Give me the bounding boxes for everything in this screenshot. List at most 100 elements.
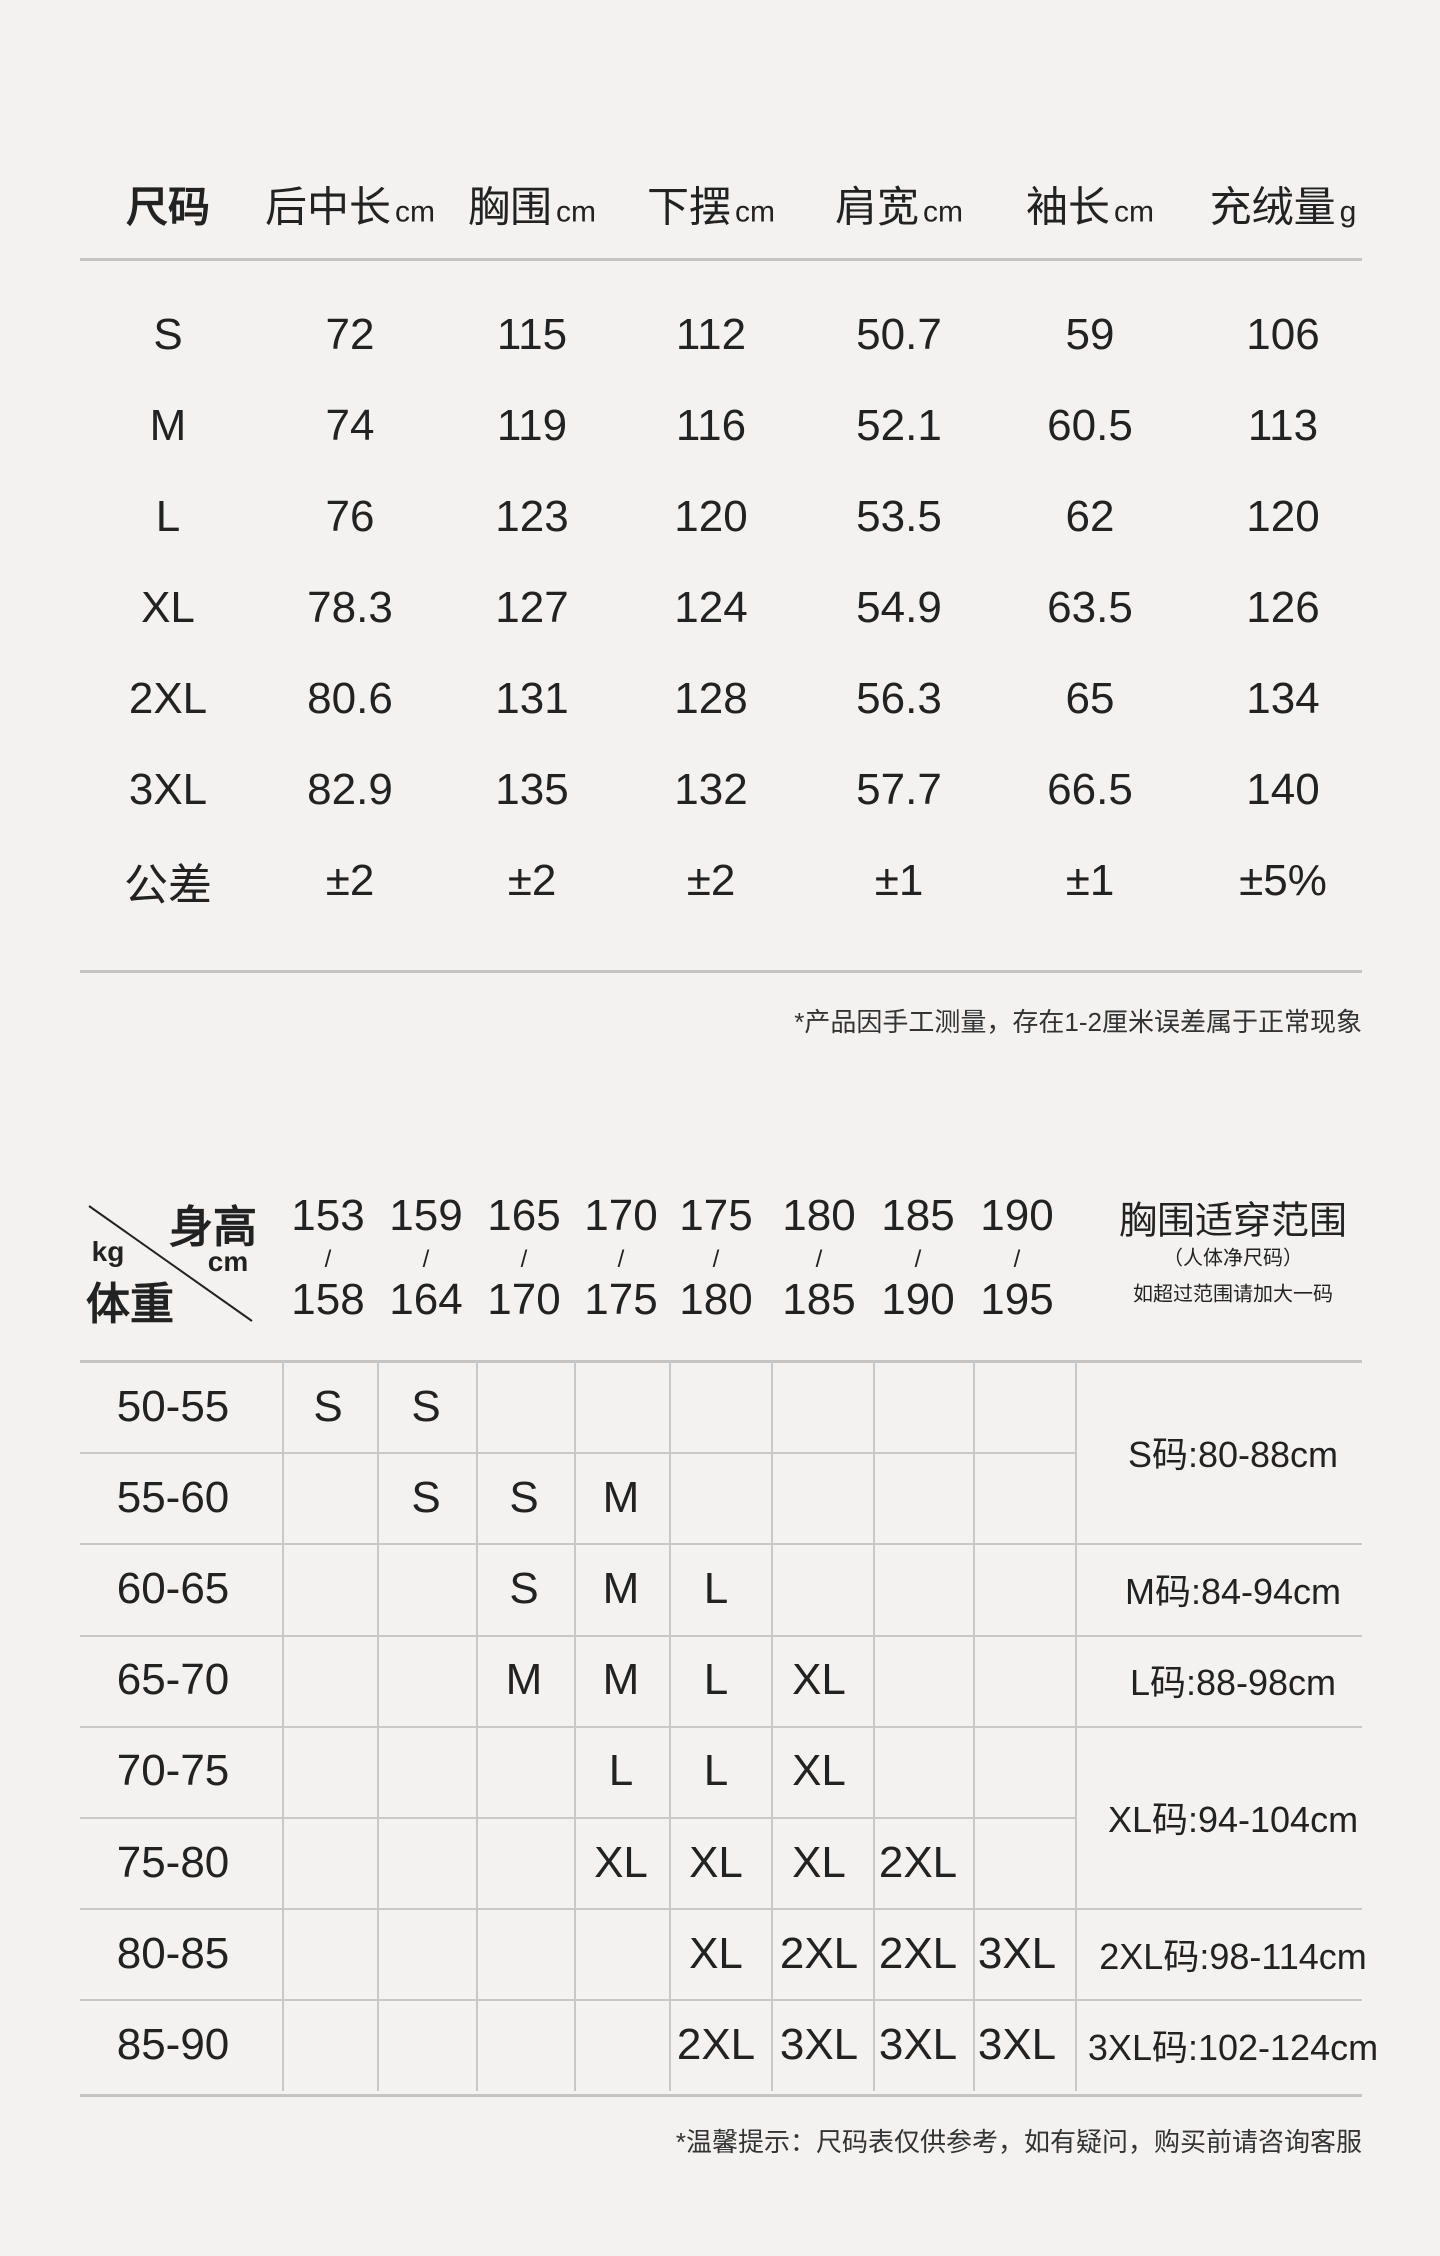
chest-range: XL码:94-104cm [1107, 1799, 1359, 1840]
height-range-from: 159 [389, 1191, 463, 1240]
weight-label: 体重 [86, 1280, 174, 1329]
table-cell: 50.7 [856, 310, 942, 359]
size-label: 公差 [124, 861, 212, 910]
table-cell: 113 [1247, 401, 1319, 450]
recommended-size: S [411, 1381, 441, 1431]
height-range-to: 180 [679, 1275, 753, 1324]
column-header: 肩宽 cm [835, 174, 963, 235]
table-cell: ±1 [874, 856, 924, 905]
table-cell: 135 [495, 765, 569, 814]
size-label: XL [141, 583, 195, 632]
row-divider [80, 1908, 1362, 1911]
height-range-to: 190 [881, 1275, 955, 1324]
table-cell: 123 [495, 492, 569, 541]
table-cell: 119 [496, 401, 568, 450]
height-range-to: 195 [980, 1275, 1054, 1324]
table-cell: ±2 [507, 856, 557, 905]
table-cell: 134 [1246, 674, 1320, 723]
size-label: M [149, 401, 187, 450]
header-divider [80, 258, 1362, 261]
table-cell: 78.3 [307, 583, 393, 632]
recommended-size: L [703, 1655, 729, 1705]
table-top-divider [80, 1360, 1362, 1363]
column-header-label: 胸围 [467, 183, 553, 231]
chest-range: S码:80-88cm [1127, 1434, 1339, 1476]
height-range-separator: / [815, 1246, 823, 1273]
recommended-size: 3XL [977, 2020, 1057, 2069]
column-header: 袖长 cm [1026, 174, 1154, 235]
table-cell: 76 [325, 492, 375, 541]
table-cell: 131 [495, 674, 569, 723]
recommended-size: L [703, 1746, 729, 1796]
size-label: 2XL [128, 674, 208, 723]
table-cell: 116 [675, 401, 747, 450]
table-bottom-divider [80, 970, 1362, 973]
weight-range: 70-75 [116, 1746, 230, 1796]
table-cell: 120 [1246, 492, 1320, 541]
height-range-separator: / [914, 1246, 922, 1273]
table-cell: ±5% [1239, 856, 1327, 905]
height-range-from: 190 [980, 1191, 1054, 1240]
recommended-size: L [703, 1564, 729, 1613]
column-header: 充绒量 g [1210, 174, 1357, 235]
column-divider [476, 1361, 478, 2091]
size-label: 3XL [128, 765, 208, 814]
height-range-from: 180 [782, 1191, 856, 1240]
chest-range: 3XL码:102-124cm [1087, 2027, 1379, 2068]
recommended-size: 3XL [779, 2020, 859, 2069]
column-divider [377, 1361, 379, 2091]
height-range-separator: / [324, 1246, 332, 1273]
recommended-size: XL [792, 1837, 846, 1887]
row-divider [80, 1543, 1362, 1546]
table-cell: ±2 [325, 856, 375, 905]
height-unit: cm [207, 1246, 249, 1277]
recommended-size: 3XL [878, 2020, 958, 2069]
weight-range: 75-80 [116, 1837, 230, 1887]
table-cell: 59 [1065, 310, 1115, 359]
table-cell: 127 [495, 583, 569, 632]
table-cell: ±2 [686, 856, 736, 905]
column-header: 胸围 cm [468, 174, 596, 235]
column-header-label: 尺码 [125, 183, 211, 231]
height-range-from: 153 [291, 1191, 365, 1240]
column-header-label: 肩宽 [834, 183, 920, 231]
column-divider [574, 1361, 576, 2091]
recommended-size: 2XL [779, 1928, 859, 1978]
column-header-label: 后中长 [264, 183, 392, 231]
height-range-separator: / [1013, 1246, 1021, 1273]
chest-range: L码:88-98cm [1129, 1662, 1337, 1704]
table-cell: 112 [675, 310, 747, 359]
weight-range: 60-65 [116, 1564, 230, 1613]
height-range-separator: / [520, 1246, 528, 1273]
height-range-from: 165 [487, 1191, 561, 1240]
column-header: 尺码 [126, 174, 210, 235]
row-divider [80, 1817, 1075, 1819]
weight-range: 65-70 [116, 1655, 230, 1705]
table-cell: 72 [325, 310, 375, 359]
chest-header-subtitle: （人体净尺码） [1163, 1247, 1303, 1270]
weight-range: 50-55 [116, 1381, 230, 1431]
height-range-from: 175 [679, 1191, 753, 1240]
chest-range: 2XL码:98-114cm [1099, 1935, 1367, 1977]
table-cell: 60.5 [1047, 401, 1133, 450]
table-cell: 65 [1065, 674, 1115, 723]
table-cell: 120 [674, 492, 748, 541]
size-label: S [153, 310, 183, 359]
column-divider [282, 1361, 284, 2091]
column-divider [1075, 1361, 1077, 2091]
column-header: 后中长 cm [265, 174, 435, 235]
recommended-size: 2XL [878, 1928, 958, 1978]
height-range-to: 175 [584, 1275, 658, 1324]
height-range-to: 158 [291, 1275, 365, 1324]
height-range-from: 170 [584, 1191, 658, 1240]
height-range-to: 164 [389, 1275, 463, 1324]
height-range-separator: / [617, 1246, 625, 1273]
table-cell: 82.9 [307, 765, 393, 814]
table-cell: 128 [674, 674, 748, 723]
weight-range: 85-90 [116, 2020, 230, 2069]
table-cell: 62 [1065, 492, 1115, 541]
row-divider [80, 1634, 1362, 1637]
recommended-size: S [411, 1472, 441, 1522]
recommended-size: S [313, 1381, 343, 1431]
weight-range: 55-60 [116, 1472, 230, 1522]
